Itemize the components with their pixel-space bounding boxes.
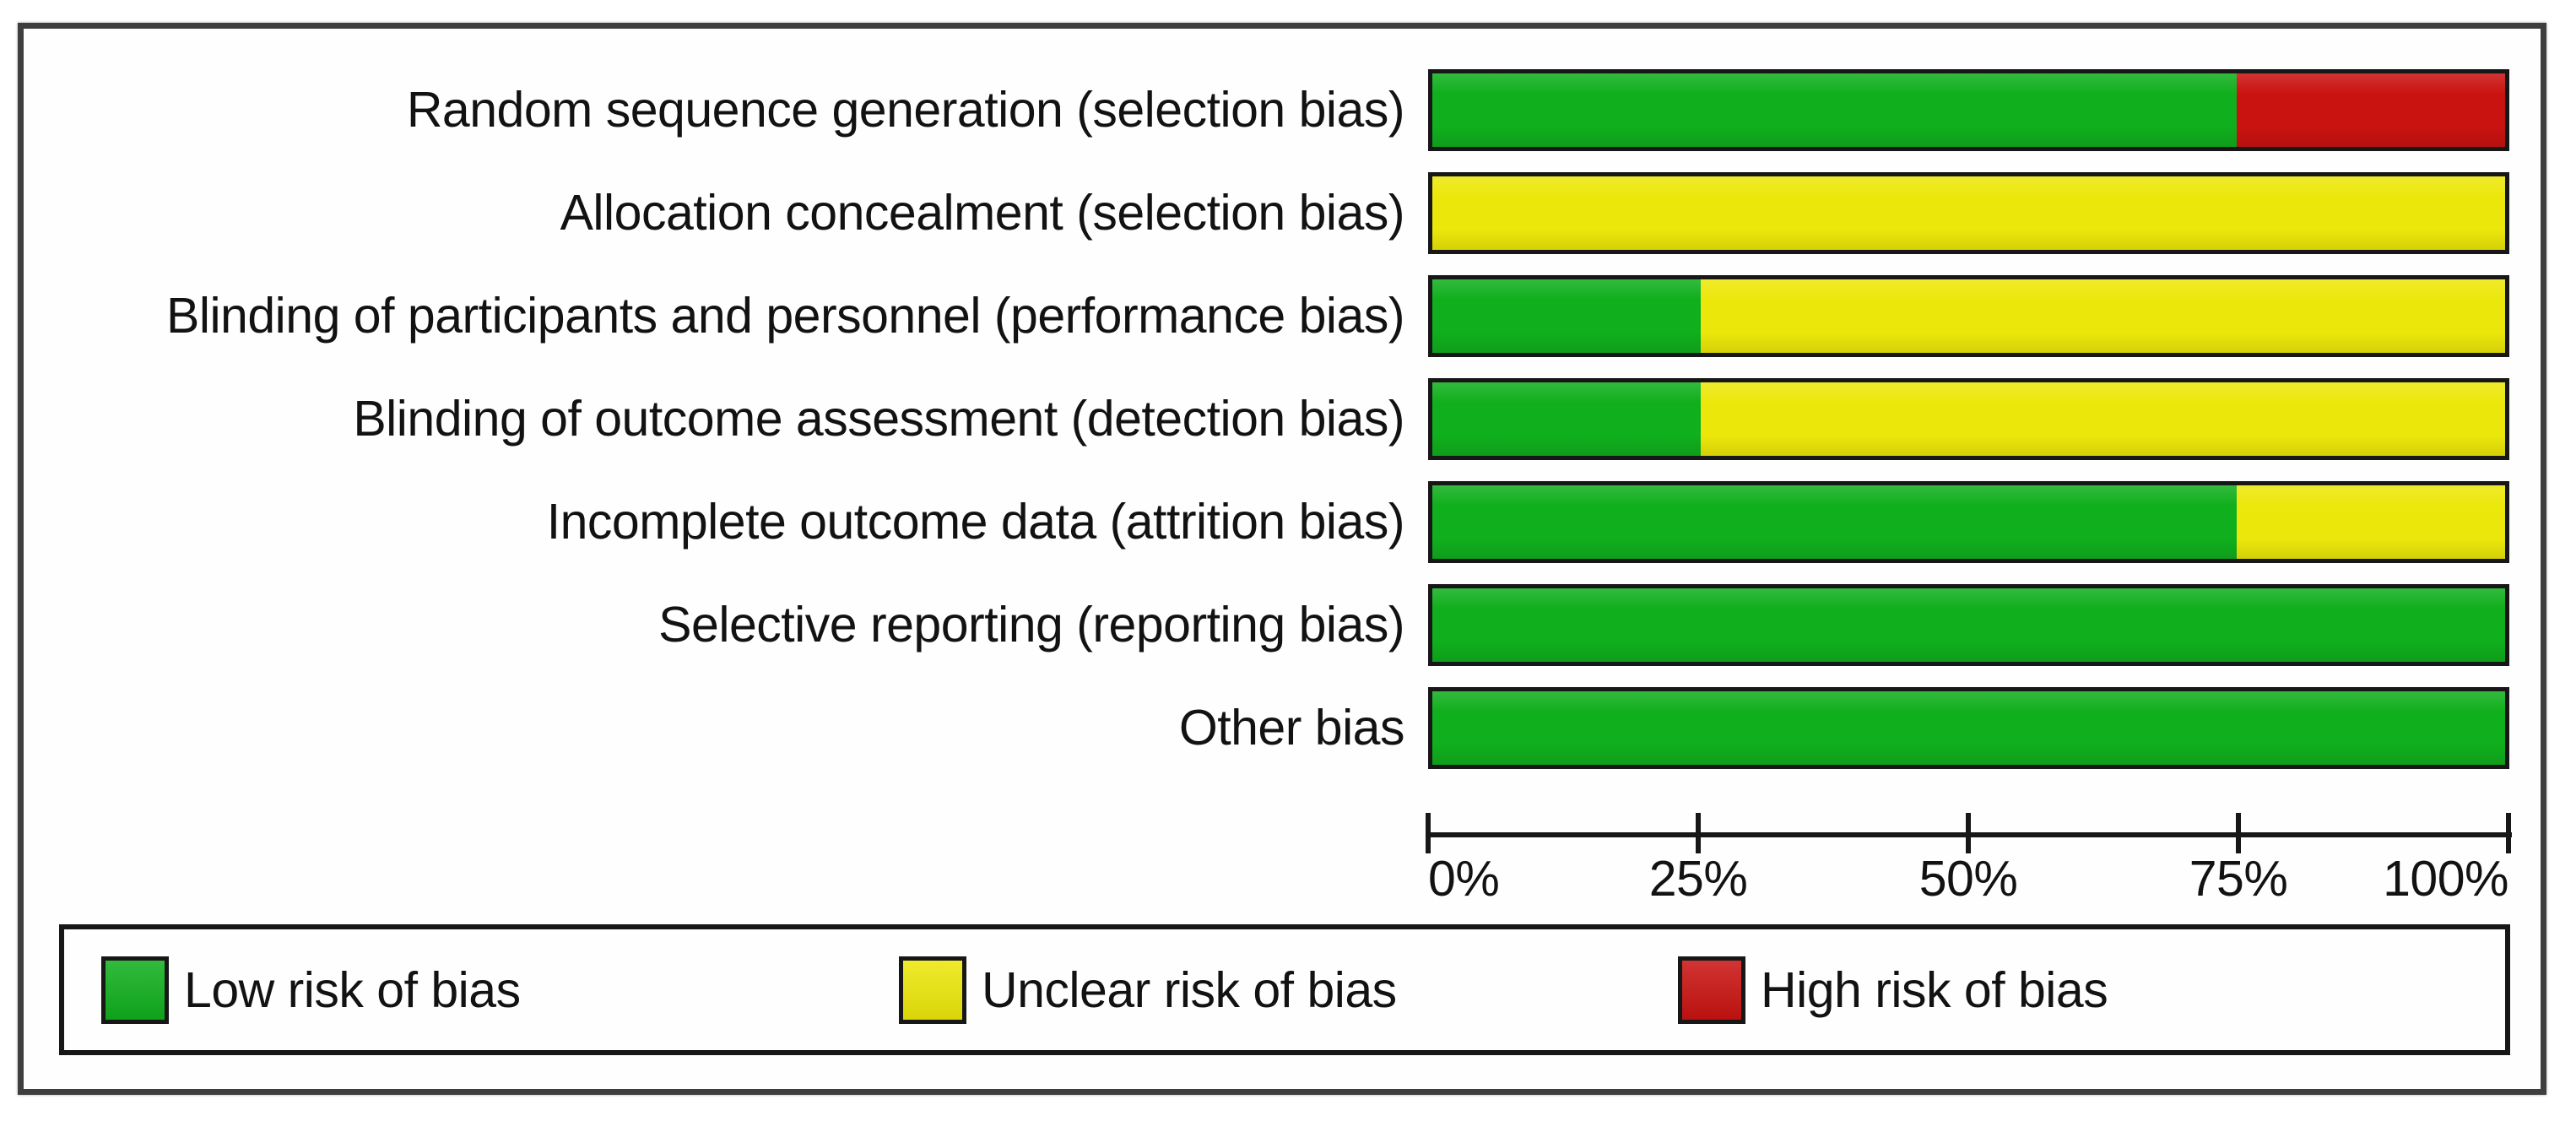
stacked-bar [1428, 275, 2509, 357]
segment-unclear-risk-of-bias [1700, 279, 2505, 353]
stacked-bar [1428, 69, 2509, 151]
legend-item-low-risk-of-bias: Low risk of bias [101, 929, 521, 1050]
category-label: Incomplete outcome data (attrition bias) [546, 494, 1405, 550]
figure-frame: Random sequence generation (selection bi… [18, 23, 2546, 1095]
segment-high-risk-of-bias [2237, 73, 2505, 147]
stacked-bar [1428, 584, 2509, 666]
segment-unclear-risk-of-bias [1432, 176, 2505, 250]
segment-low-risk-of-bias [1432, 279, 1701, 353]
legend-item-high-risk-of-bias: High risk of bias [1678, 929, 2108, 1050]
category-label: Other bias [1178, 700, 1405, 755]
segment-low-risk-of-bias [1432, 73, 2238, 147]
category-label: Random sequence generation (selection bi… [406, 82, 1405, 138]
stacked-bar [1428, 687, 2509, 769]
legend-item-unclear-risk-of-bias: Unclear risk of bias [899, 929, 1397, 1050]
x-axis-tick-label: 0% [1428, 851, 1500, 907]
chart-row: Blinding of outcome assessment (detectio… [24, 378, 2541, 460]
category-label: Allocation concealment (selection bias) [560, 185, 1405, 241]
x-axis-tick-label: 50% [1918, 851, 2018, 907]
chart-row: Other bias [24, 687, 2541, 769]
legend-swatch-high-risk-of-bias [1678, 956, 1745, 1024]
segment-unclear-risk-of-bias [2237, 485, 2505, 559]
legend: Low risk of bias Unclear risk of bias High… [59, 924, 2510, 1055]
x-axis-tick-label: 25% [1648, 851, 1748, 907]
legend-label: Low risk of bias [184, 961, 521, 1018]
chart-row: Allocation concealment (selection bias) [24, 172, 2541, 254]
stacked-bar [1428, 481, 2509, 563]
x-axis-tick [1966, 813, 1971, 853]
x-axis-tick [1426, 813, 1431, 853]
legend-label: High risk of bias [1761, 961, 2108, 1018]
chart-row: Selective reporting (reporting bias) [24, 584, 2541, 666]
chart-row: Blinding of participants and personnel (… [24, 275, 2541, 357]
x-axis-tick [2236, 813, 2241, 853]
segment-low-risk-of-bias [1432, 588, 2505, 662]
x-axis-tick-label: 100% [2383, 851, 2508, 907]
x-axis-tick [2506, 813, 2511, 853]
legend-label: Unclear risk of bias [982, 961, 1397, 1018]
segment-low-risk-of-bias [1432, 691, 2505, 765]
stacked-bar [1428, 378, 2509, 460]
chart-row: Incomplete outcome data (attrition bias) [24, 481, 2541, 563]
legend-swatch-unclear-risk-of-bias [899, 956, 966, 1024]
segment-low-risk-of-bias [1432, 485, 2238, 559]
segment-unclear-risk-of-bias [1700, 382, 2505, 456]
category-label: Blinding of outcome assessment (detectio… [353, 391, 1404, 447]
x-axis-tick [1696, 813, 1701, 853]
category-label: Selective reporting (reporting bias) [658, 597, 1404, 653]
legend-swatch-low-risk-of-bias [101, 956, 169, 1024]
segment-low-risk-of-bias [1432, 382, 1701, 456]
stacked-bar [1428, 172, 2509, 254]
x-axis-tick-label: 75% [2189, 851, 2288, 907]
category-label: Blinding of participants and personnel (… [165, 288, 1405, 344]
chart-row: Random sequence generation (selection bi… [24, 69, 2541, 151]
